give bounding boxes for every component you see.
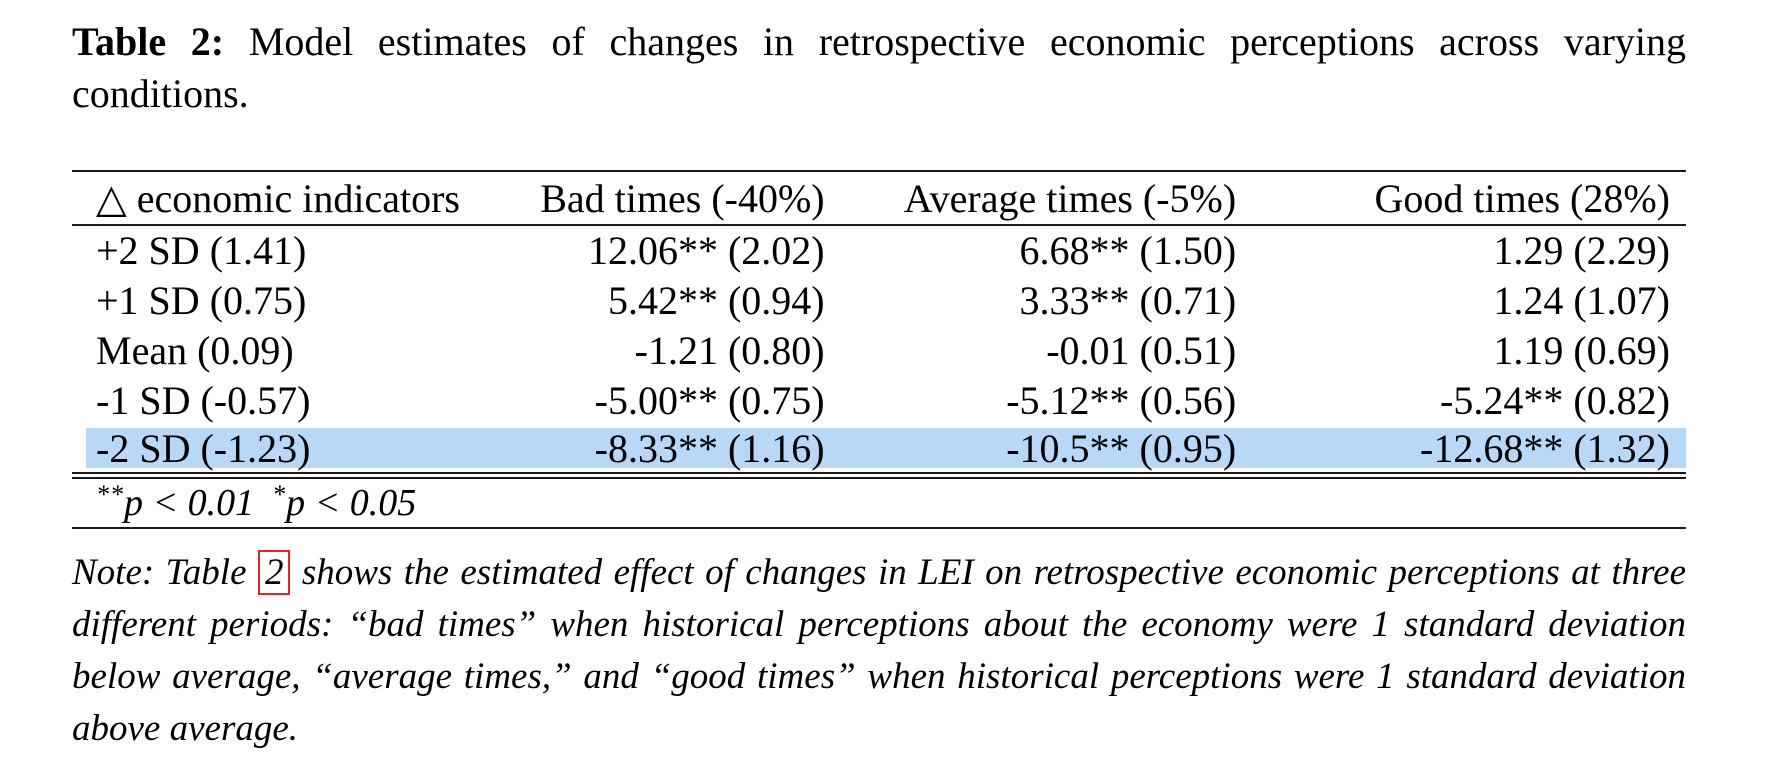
cell-bad: 5.42** (0.94)	[607, 277, 825, 323]
table-note: Note: Table 2 shows the estimated effect…	[72, 547, 1686, 755]
table-caption-text: Model estimates of changes in retrospect…	[72, 19, 1687, 116]
header-good-times: Good times (28%)	[1374, 175, 1670, 221]
table-2-link[interactable]: 2	[257, 549, 291, 595]
cell-average: -5.12** (0.56)	[1006, 377, 1237, 423]
table-row: Mean (0.09) -1.21 (0.80) -0.01 (0.51) 1.…	[72, 325, 1686, 375]
cell-average: 3.33** (0.71)	[1019, 277, 1237, 323]
significance-text-2: p < 0.05	[286, 482, 417, 525]
cell-average: -0.01 (0.51)	[1046, 327, 1237, 373]
cell-good: 1.24 (1.07)	[1493, 277, 1670, 323]
table-row: +2 SD (1.41) 12.06** (2.02) 6.68** (1.50…	[72, 225, 1686, 275]
cell-indicator: -1 SD (-0.57)	[96, 377, 311, 423]
header-average-times: Average times (-5%)	[903, 175, 1237, 221]
cell-average: 6.68** (1.50)	[1019, 228, 1237, 273]
cell-indicator: -2 SD (-1.23)	[72, 425, 524, 476]
note-lead: Note:	[72, 551, 155, 593]
cell-good: 1.19 (0.69)	[1493, 327, 1670, 373]
cell-indicator: +2 SD (1.41)	[96, 228, 307, 273]
cell-indicator: +1 SD (0.75)	[96, 277, 307, 323]
table-header-row: △ economic indicators Bad times (-40%) A…	[72, 171, 1686, 225]
cell-bad: 12.06** (2.02)	[587, 228, 825, 273]
estimates-table: △ economic indicators Bad times (-40%) A…	[72, 170, 1686, 529]
table-caption: Table 2: Model estimates of changes in r…	[72, 16, 1686, 120]
cell-bad: -1.21 (0.80)	[634, 327, 825, 373]
table-caption-label: Table 2:	[72, 19, 225, 64]
significance-stars-1: **	[96, 480, 124, 510]
table-row: +1 SD (0.75) 5.42** (0.94) 3.33** (0.71)…	[72, 275, 1686, 325]
significance-stars-2: *	[272, 480, 287, 510]
cell-good: -5.24** (0.82)	[1440, 377, 1670, 423]
cell-bad: -8.33** (1.16)	[523, 425, 839, 476]
cell-average: -10.5** (0.95)	[838, 425, 1251, 476]
header-bad-times: Bad times (-40%)	[540, 175, 825, 221]
table-row-highlighted: -2 SD (-1.23) -8.33** (1.16) -10.5** (0.…	[72, 425, 1686, 476]
note-after-link: shows the estimated effect of changes in…	[72, 551, 1687, 749]
header-economic-indicators: △ economic indicators	[96, 175, 460, 221]
significance-text-1: p < 0.01	[124, 482, 255, 525]
cell-bad: -5.00** (0.75)	[594, 377, 825, 423]
table-row: -1 SD (-0.57) -5.00** (0.75) -5.12** (0.…	[72, 375, 1686, 425]
significance-row: **p < 0.01 *p < 0.05	[72, 475, 1686, 528]
cell-indicator: Mean (0.09)	[96, 327, 294, 373]
note-before-link: Table	[165, 551, 247, 593]
significance-note: **p < 0.01 *p < 0.05	[72, 476, 1686, 528]
cell-good: 1.29 (2.29)	[1493, 228, 1670, 273]
cell-good: -12.68** (1.32)	[1250, 425, 1686, 476]
